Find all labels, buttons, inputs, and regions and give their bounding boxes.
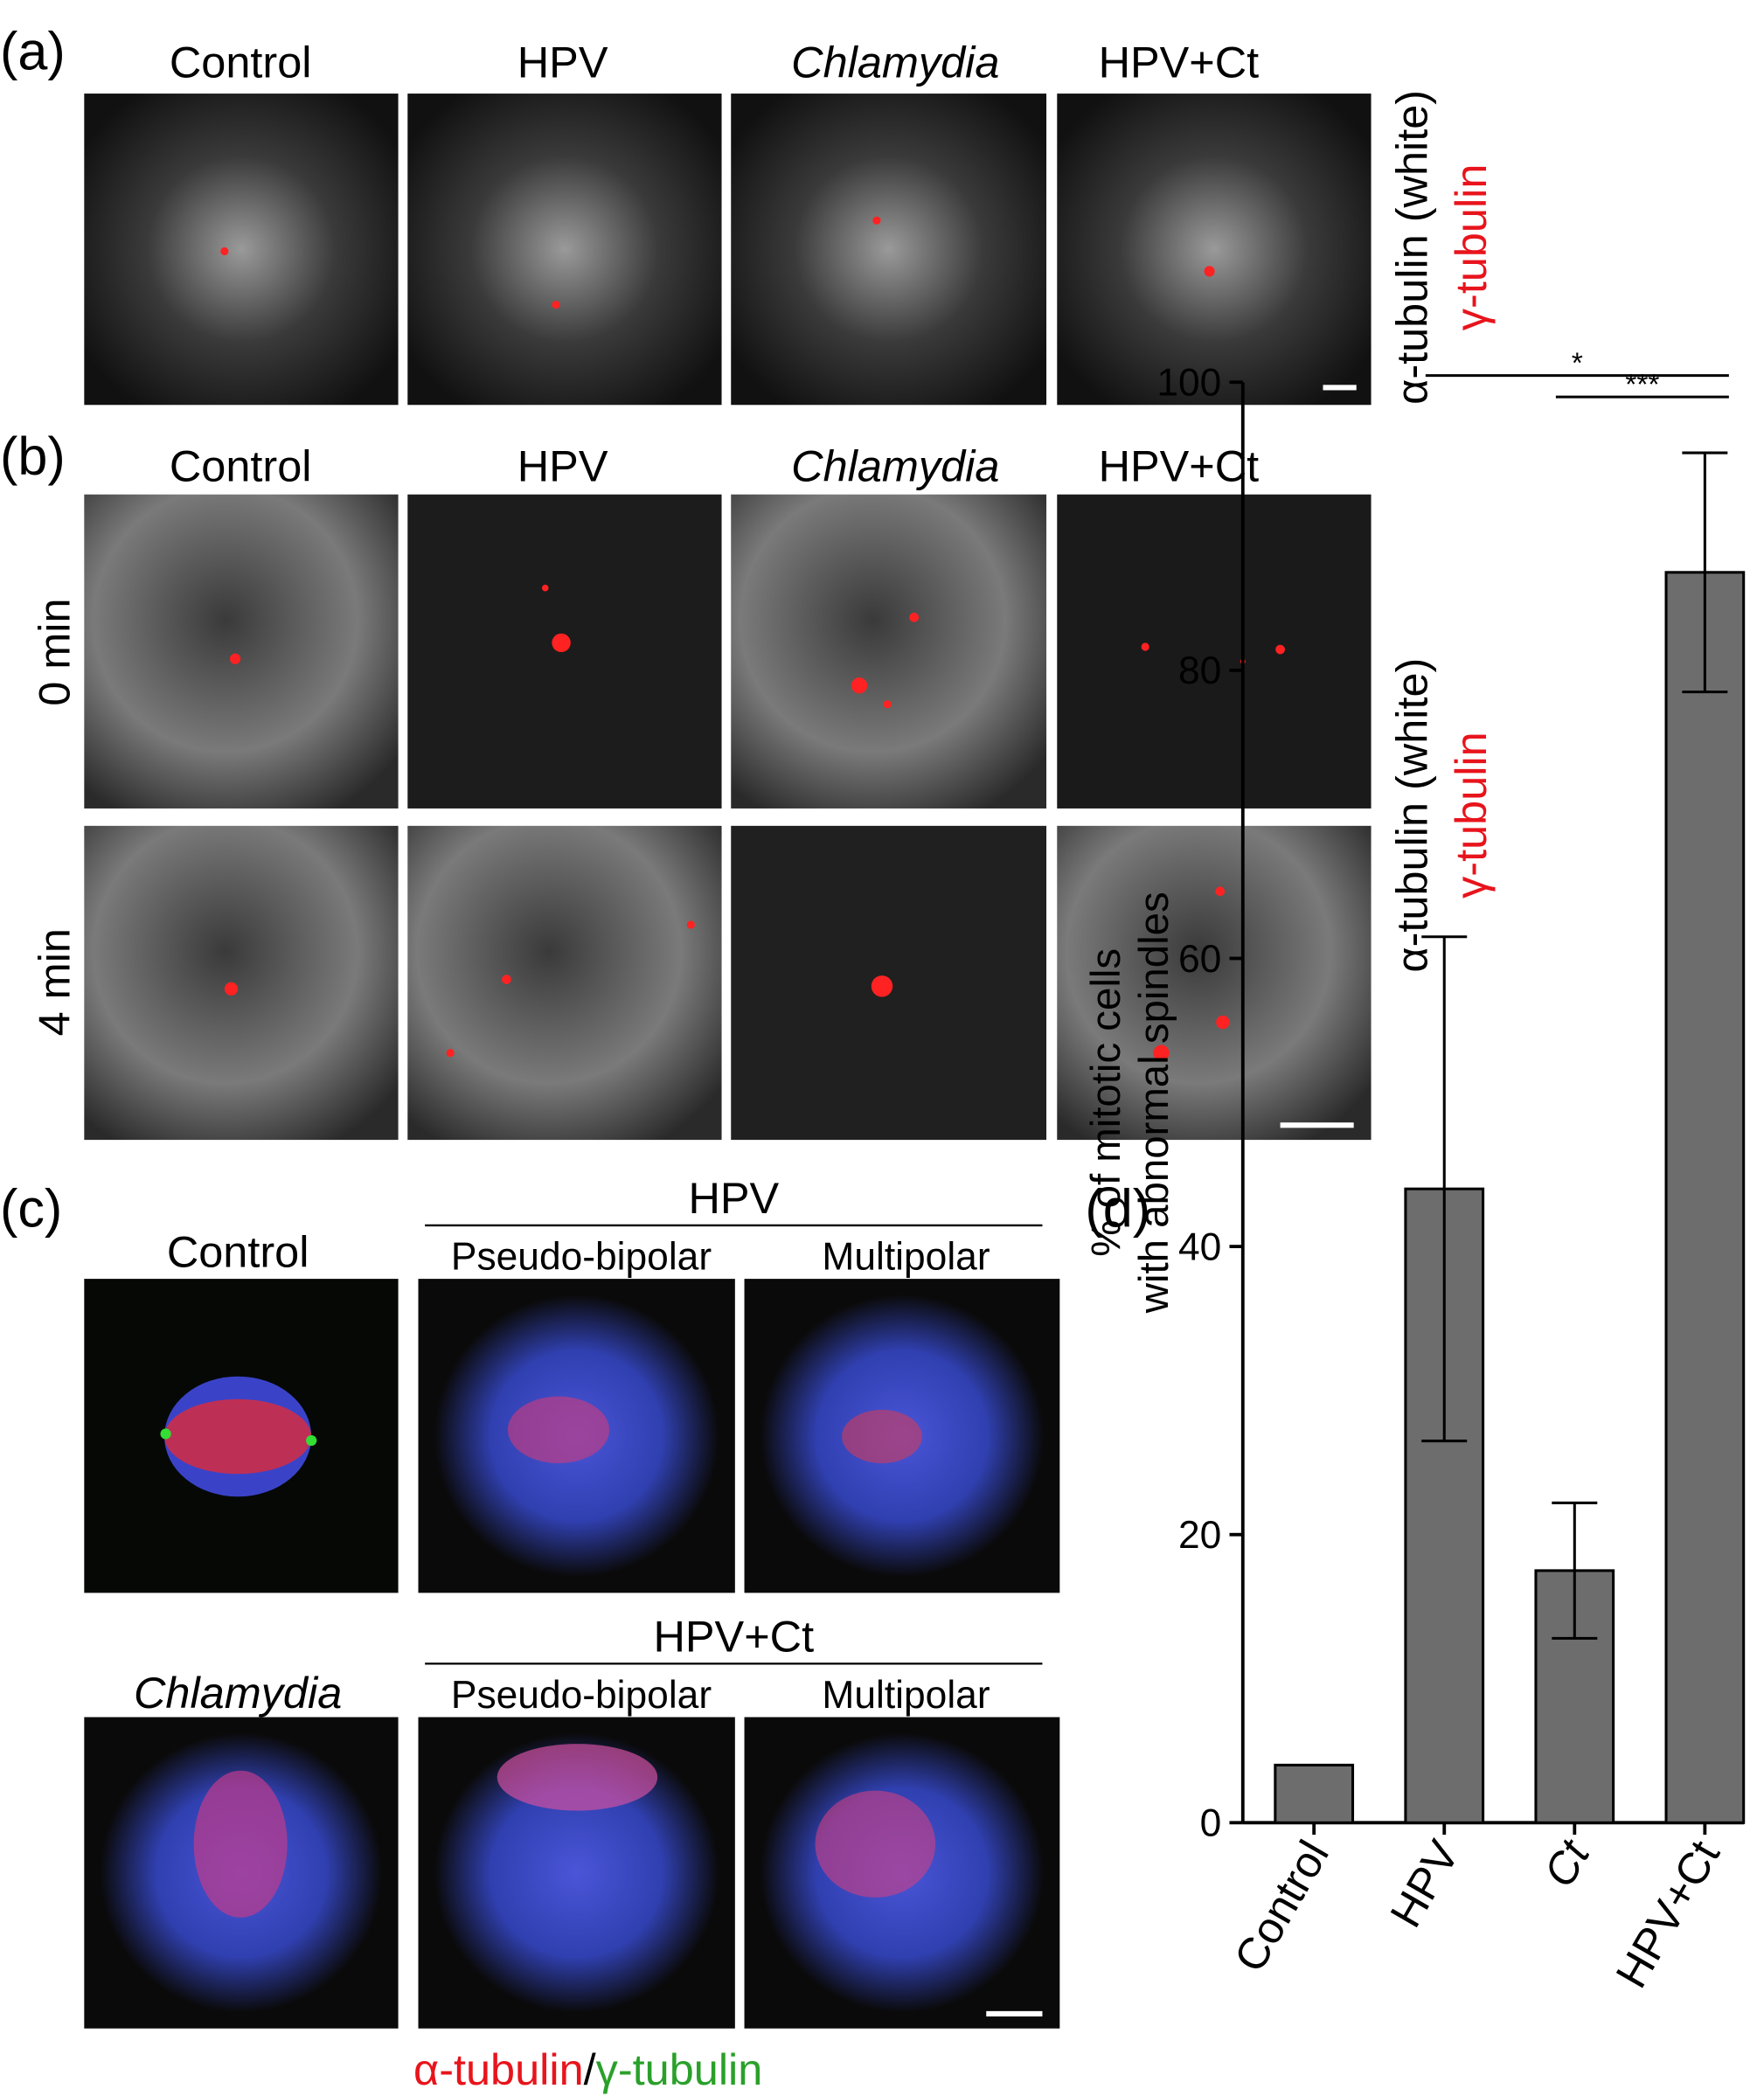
y-tick-label: 80 [1178,649,1221,692]
y-tick-label: 20 [1178,1514,1221,1557]
group-title: HPV+Ct [653,1612,814,1662]
stain-label: α-tubulin (white) [1387,658,1437,973]
micrograph-grid [84,1279,1060,2029]
stain-label: α-tubulin (white) [1387,90,1437,405]
x-tick-label: HPV [1380,1832,1469,1936]
significance-label: *** [1625,369,1659,401]
column-label: Control [170,441,312,490]
micrograph [84,94,399,406]
y-tick-label: 100 [1156,362,1221,405]
column-label: Control [167,1226,309,1276]
column-label: HPV [517,441,608,490]
column-label: HPV+Ct [1099,38,1260,87]
x-tick-label: HPV+Ct [1606,1832,1729,1996]
sub-label: Pseudo-bipolar [451,1235,712,1278]
bar-chart: 0 20 40 60 80 100 % of mitotic cells with abnor… [1083,348,1746,1996]
x-tick-label: Control [1224,1832,1338,1980]
y-axis-label: % of mitotic cells [1083,948,1129,1257]
stain-red: α-tubulin [413,2044,584,2094]
micrograph [731,94,1047,406]
y-tick-label: 60 [1178,938,1221,981]
sub-label: Pseudo-bipolar [451,1674,712,1717]
y-axis-label: with abnormal spindles [1131,892,1177,1314]
micrograph [407,94,722,406]
micrograph-grid [84,494,1372,1141]
panel-label: (d) [1085,1178,1150,1238]
sub-label: Multipolar [822,1235,990,1278]
stain-legend: α-tubulin/γ-tubulin [413,2044,762,2094]
column-label: Control [170,38,312,87]
y-tick-label: 40 [1178,1225,1221,1268]
column-label: HPV+Ct [1099,441,1260,490]
stain-label: γ-tubulin [1446,164,1496,331]
column-label: Chlamydia [791,441,999,490]
stain-green: γ-tubulin [596,2044,763,2094]
bar [1664,571,1746,1824]
x-tick-label: Ct [1534,1830,1601,1895]
micrograph [1057,94,1372,406]
separator: / [584,2044,597,2094]
column-label: Chlamydia [134,1668,342,1718]
panel-label: (c) [0,1178,62,1238]
sub-label: Multipolar [822,1674,990,1717]
bar [1274,1763,1355,1824]
column-label: Chlamydia [791,38,999,87]
stain-label: γ-tubulin [1446,732,1496,899]
row-label: 4 min [29,928,79,1036]
column-label: HPV [517,38,608,87]
panel-label: (a) [0,22,66,81]
y-tick-label: 0 [1200,1802,1222,1845]
row-label: 0 min [29,598,79,705]
group-title: HPV [688,1173,779,1223]
panel-label: (b) [0,427,66,486]
significance-label: * [1572,348,1583,380]
micrograph-row [84,94,1372,406]
